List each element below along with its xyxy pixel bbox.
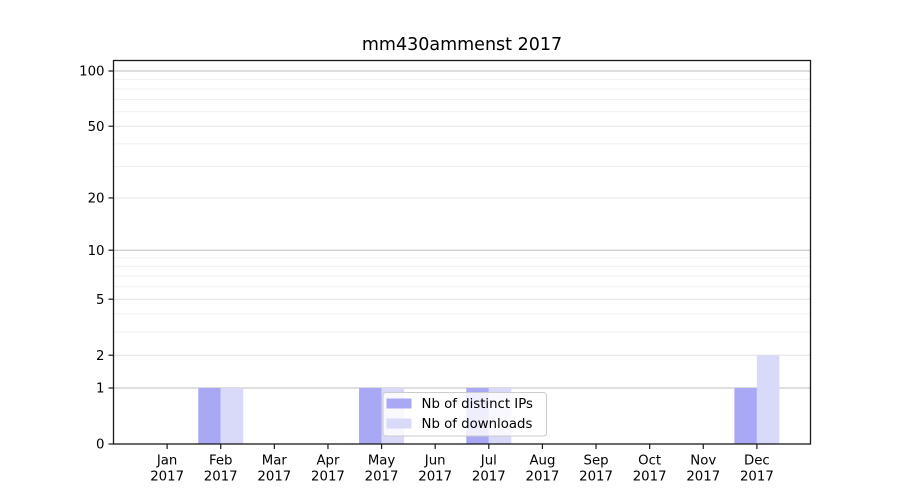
x-tick-label-jul: Jul 2017 — [472, 454, 506, 485]
gridlines — [113, 70, 811, 389]
x-tick-label-mar: Mar 2017 — [257, 454, 291, 485]
legend-swatch-nb-of-downloads — [386, 418, 412, 429]
x-tick-label-dec: Dec 2017 — [740, 454, 774, 485]
x-tick-label-aug: Aug 2017 — [526, 454, 560, 485]
chart-title: mm430ammenst 2017 — [362, 35, 562, 55]
y-tick-label-2: 2 — [96, 349, 104, 364]
bar-feb-nb-of-downloads — [220, 387, 244, 444]
x-tick-label-jun: Jun 2017 — [418, 454, 452, 485]
axes: 0 1 2 5 10 20 50 100 Jan 2017 Feb 2017 Mar 2017 Apr 201… — [79, 59, 812, 485]
x-tick-label-nov: Nov 2017 — [686, 454, 720, 485]
legend-swatch-nb-of-distinct-ips — [386, 398, 412, 409]
y-tick-label-1: 1 — [96, 382, 104, 397]
bar-may-nb-of-distinct-ips — [359, 387, 382, 444]
y-tick-label-20: 20 — [88, 192, 105, 207]
bar-dec-nb-of-distinct-ips — [734, 387, 757, 444]
legend-label-nb-of-distinct-ips: Nb of distinct IPs — [422, 397, 534, 412]
x-tick-label-may: May 2017 — [365, 454, 399, 485]
x-tick-label-jan: Jan 2017 — [150, 454, 184, 485]
bar-dec-nb-of-downloads — [756, 355, 780, 444]
x-tick-label-sep: Sep 2017 — [579, 454, 613, 485]
x-tick-label-apr: Apr 2017 — [311, 454, 345, 485]
x-tick-label-oct: Oct 2017 — [633, 454, 667, 485]
y-tick-label-0: 0 — [96, 438, 104, 453]
legend: Nb of distinct IPs Nb of downloads — [382, 392, 547, 437]
legend-label-nb-of-downloads: Nb of downloads — [422, 417, 533, 432]
bar-feb-nb-of-distinct-ips — [198, 387, 221, 444]
y-tick-label-50: 50 — [88, 120, 105, 135]
legend-box — [382, 392, 547, 437]
x-tick-label-feb: Feb 2017 — [204, 454, 238, 485]
y-tick-label-10: 10 — [88, 244, 105, 259]
y-tick-label-100: 100 — [79, 65, 104, 80]
y-tick-label-5: 5 — [96, 293, 104, 308]
plot-border — [112, 59, 812, 445]
